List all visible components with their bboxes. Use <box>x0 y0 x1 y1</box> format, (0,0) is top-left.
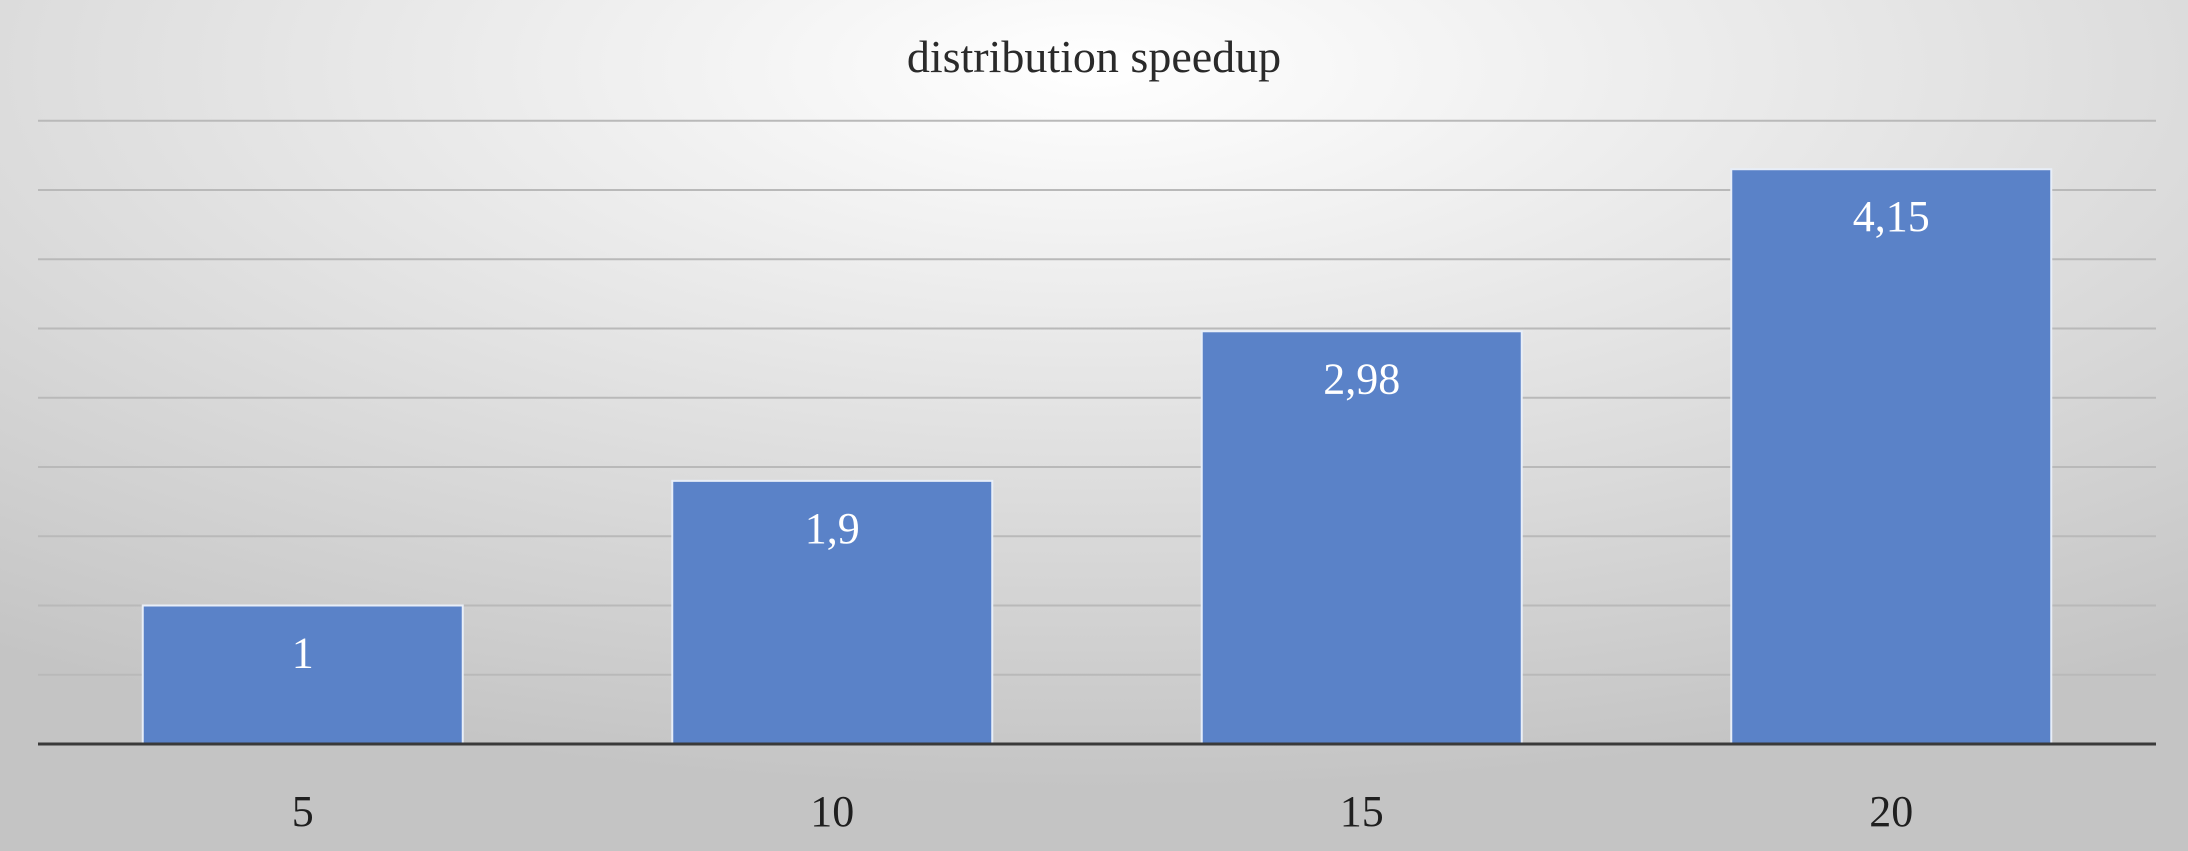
data-label-15: 2,98 <box>1323 354 1400 403</box>
x-tick-label-20: 20 <box>1869 787 1913 836</box>
x-tick-label-10: 10 <box>810 787 854 836</box>
data-labels: 1 1,9 2,98 4,15 <box>292 192 1930 677</box>
data-label-10: 1,9 <box>805 504 860 553</box>
bars <box>141 168 2053 746</box>
chart-title: distribution speedup <box>907 31 1281 82</box>
data-label-20: 4,15 <box>1853 192 1930 241</box>
bar-20 <box>1730 168 2053 746</box>
bar-15 <box>1200 330 1523 745</box>
data-label-5: 1 <box>292 629 314 678</box>
bar-5 <box>141 604 464 745</box>
x-tick-label-15: 15 <box>1340 787 1384 836</box>
x-tick-labels: 5 10 15 20 <box>292 787 1914 836</box>
bar-10 <box>671 479 994 745</box>
x-tick-label-5: 5 <box>292 787 314 836</box>
